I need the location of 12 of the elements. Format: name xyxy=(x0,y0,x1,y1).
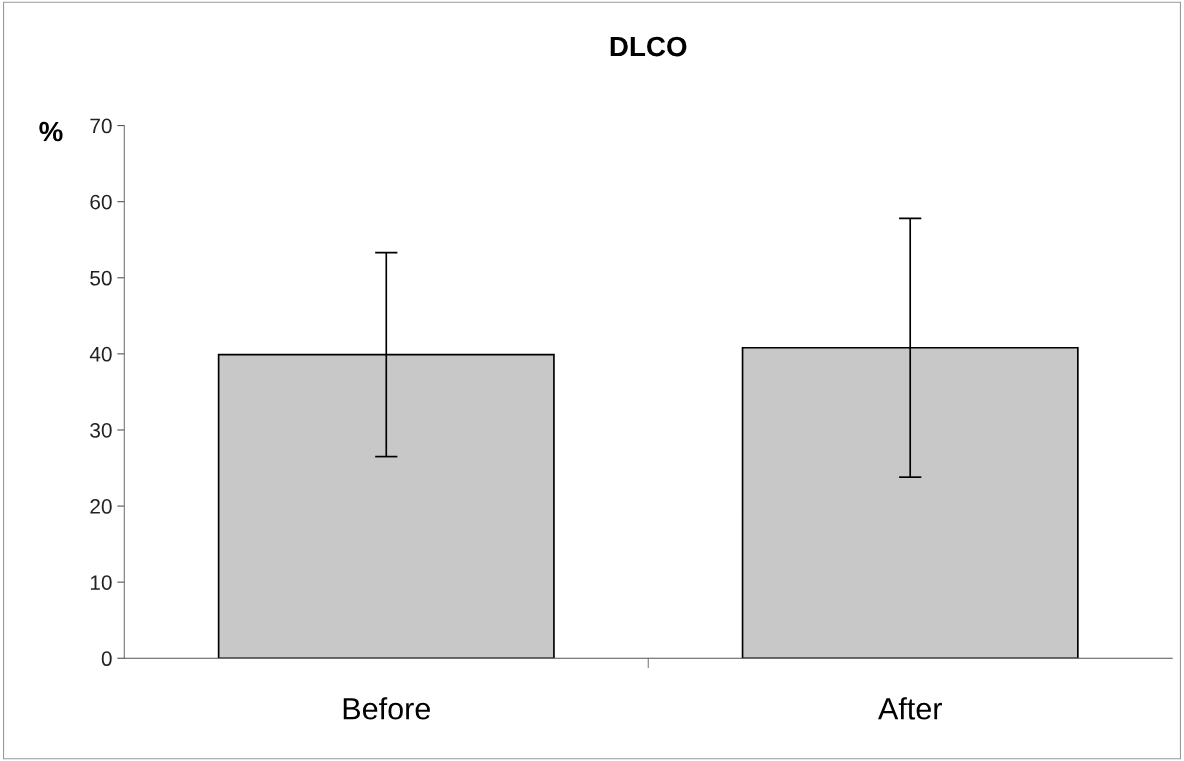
y-tick-label: 40 xyxy=(89,346,112,362)
chart-title: DLCO xyxy=(610,36,687,57)
y-axis-title: % xyxy=(39,121,63,142)
x-tick-label: Before xyxy=(343,697,430,720)
y-tick-label: 10 xyxy=(90,575,112,590)
y-tick-label: 70 xyxy=(90,118,112,134)
y-tick-label: 0 xyxy=(101,651,112,667)
y-tick-label: 50 xyxy=(90,270,112,286)
y-tick-label: 30 xyxy=(90,422,112,438)
y-tick-label: 60 xyxy=(90,194,112,210)
x-tick-label: After xyxy=(878,697,942,720)
y-tick-label: 20 xyxy=(90,499,112,514)
